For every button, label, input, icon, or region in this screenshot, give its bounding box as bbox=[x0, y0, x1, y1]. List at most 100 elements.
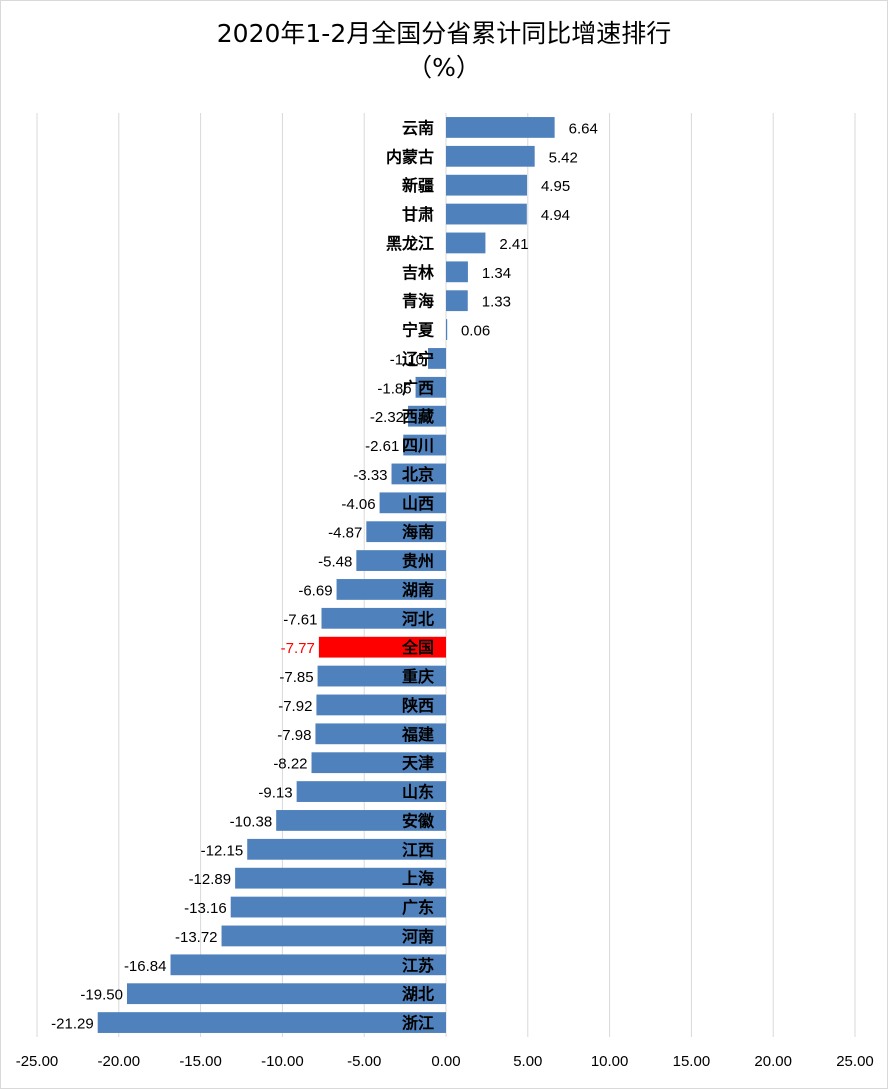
bar bbox=[316, 694, 446, 716]
category-label: 江西 bbox=[402, 840, 434, 859]
bar bbox=[446, 290, 468, 312]
value-label: -2.61 bbox=[365, 438, 399, 455]
bar bbox=[321, 607, 446, 629]
bar bbox=[428, 348, 446, 369]
value-label: 2.41 bbox=[499, 236, 528, 253]
category-label: 内蒙古 bbox=[386, 147, 434, 166]
bar bbox=[403, 434, 446, 456]
bar bbox=[230, 896, 446, 918]
value-label: -5.48 bbox=[318, 554, 352, 571]
x-tick-label: 10.00 bbox=[591, 1053, 629, 1070]
chart-subtitle: （%） bbox=[407, 53, 481, 82]
category-label: 吉林 bbox=[402, 263, 434, 282]
category-label: 重庆 bbox=[402, 667, 434, 686]
x-axis-tick-labels: -25.00 -20.00 -15.00 -10.00 -5.00 0.00 5.00 10.… bbox=[16, 1053, 874, 1070]
category-label: 西藏 bbox=[402, 407, 434, 426]
category-label: 山东 bbox=[402, 783, 434, 802]
value-label: -7.92 bbox=[278, 698, 312, 715]
bar bbox=[446, 145, 535, 167]
value-label: -2.32 bbox=[370, 409, 404, 426]
category-label: 河南 bbox=[402, 927, 434, 946]
x-tick-label: -25.00 bbox=[16, 1053, 59, 1070]
x-tick-label: 15.00 bbox=[673, 1053, 711, 1070]
bar bbox=[379, 492, 446, 514]
bar bbox=[336, 579, 446, 600]
bar bbox=[446, 261, 468, 283]
value-label: -7.77 bbox=[281, 640, 315, 657]
gridlines bbox=[36, 113, 856, 1037]
value-label: -1.86 bbox=[377, 380, 411, 397]
category-label: 北京 bbox=[402, 465, 434, 484]
bar bbox=[235, 867, 446, 889]
category-label: 安徽 bbox=[402, 811, 435, 830]
value-label: -1.10 bbox=[390, 351, 424, 368]
bar bbox=[247, 838, 446, 860]
x-tick-label: -5.00 bbox=[347, 1053, 381, 1070]
category-label: 福建 bbox=[401, 725, 434, 744]
category-label: 浙江 bbox=[402, 1014, 434, 1033]
value-label: 1.33 bbox=[482, 294, 511, 311]
bar bbox=[276, 810, 446, 831]
category-label: 海南 bbox=[402, 523, 434, 542]
value-label: 1.34 bbox=[482, 265, 511, 282]
value-label: -7.98 bbox=[277, 727, 311, 744]
value-label: -16.84 bbox=[124, 958, 167, 975]
x-tick-label: 20.00 bbox=[754, 1053, 792, 1070]
x-tick-label: -15.00 bbox=[179, 1053, 222, 1070]
value-label: 5.42 bbox=[549, 149, 578, 166]
value-label: -19.50 bbox=[80, 987, 123, 1004]
category-label: 宁夏 bbox=[402, 321, 435, 340]
value-label: -9.13 bbox=[258, 785, 292, 802]
category-label: 湖南 bbox=[402, 580, 434, 599]
bar bbox=[408, 405, 446, 427]
bar bbox=[317, 665, 446, 687]
value-label: -8.22 bbox=[273, 756, 307, 773]
bar bbox=[366, 521, 446, 543]
category-label: 青海 bbox=[402, 292, 434, 311]
chart-title: 2020年1-2月全国分省累计同比增速排行 bbox=[216, 19, 672, 48]
bar bbox=[315, 723, 446, 745]
category-label: 江苏 bbox=[402, 956, 434, 975]
value-label: -21.29 bbox=[51, 1016, 94, 1033]
x-tick-label: -10.00 bbox=[261, 1053, 304, 1070]
value-label: 6.64 bbox=[569, 120, 598, 137]
category-label: 全国 bbox=[401, 638, 434, 657]
bar bbox=[391, 463, 446, 485]
bar bbox=[221, 925, 446, 947]
value-label: 0.06 bbox=[461, 323, 490, 340]
value-label: 4.95 bbox=[541, 178, 570, 195]
bar bbox=[296, 781, 446, 802]
x-tick-label: 5.00 bbox=[513, 1053, 542, 1070]
bar bbox=[446, 117, 555, 138]
bar bbox=[415, 376, 446, 398]
value-label: -4.06 bbox=[341, 496, 375, 513]
category-label: 陕西 bbox=[402, 696, 434, 715]
category-label: 广西 bbox=[402, 378, 434, 397]
x-tick-label: -20.00 bbox=[98, 1053, 141, 1070]
value-label: -3.33 bbox=[353, 467, 387, 484]
value-label: -6.69 bbox=[298, 582, 332, 599]
bar bbox=[446, 203, 527, 225]
category-label: 贵州 bbox=[402, 552, 434, 571]
bars: 云南 6.64 内蒙古 5.42 新疆 4.95 甘肃 4.94 黑龙江 2.41 吉林 1.34 青海… bbox=[51, 117, 598, 1033]
category-label: 云南 bbox=[402, 118, 434, 137]
category-label: 四川 bbox=[402, 436, 434, 455]
value-label: -4.87 bbox=[328, 525, 362, 542]
category-label: 山西 bbox=[402, 494, 434, 513]
value-label: -12.89 bbox=[189, 871, 232, 888]
bar bbox=[446, 232, 486, 254]
bar bbox=[126, 983, 446, 1005]
value-label: -13.16 bbox=[184, 900, 227, 917]
category-label: 辽宁 bbox=[402, 349, 434, 368]
value-label: 4.94 bbox=[541, 207, 570, 224]
bar bbox=[170, 954, 446, 976]
category-label: 湖北 bbox=[402, 985, 434, 1004]
value-label: -10.38 bbox=[230, 813, 273, 830]
bar bbox=[446, 174, 527, 196]
value-label: -13.72 bbox=[175, 929, 218, 946]
bar bbox=[356, 550, 446, 571]
category-label: 天津 bbox=[402, 754, 434, 773]
value-label: -12.15 bbox=[201, 842, 244, 859]
category-label: 黑龙江 bbox=[386, 234, 434, 253]
